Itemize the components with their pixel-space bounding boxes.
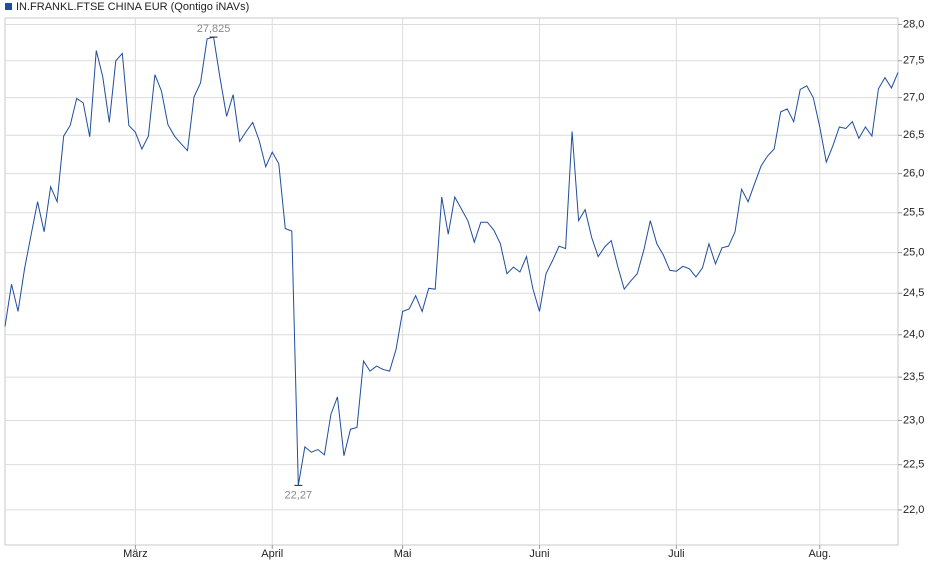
y-tick-label: 24,0 [903,329,924,341]
max-label: 27,825 [197,23,231,35]
series-line [4,36,899,486]
y-tick-label: 27,5 [903,55,924,67]
y-tick-label: 27,0 [903,92,924,104]
y-tick-label: 25,5 [903,207,924,219]
min-label: 22,27 [285,489,313,501]
x-tick-label: Juli [668,548,685,560]
plot-area [4,17,899,546]
y-tick-label: 22,5 [903,459,924,471]
y-tick-label: 26,5 [903,129,924,141]
y-tick-label: 26,0 [903,168,924,180]
x-tick-label: Juni [529,548,549,560]
x-tick-label: Aug. [808,548,831,560]
x-tick-label: Mai [394,548,412,560]
legend-label: IN.FRANKL.FTSE CHINA EUR (Qontigo iNAVs) [16,1,249,13]
x-tick-label: März [123,548,147,560]
y-tick-label: 23,0 [903,414,924,426]
legend-swatch [5,3,12,10]
y-tick-label: 22,0 [903,504,924,516]
x-tick-label: April [261,548,283,560]
y-tick-label: 24,5 [903,287,924,299]
y-tick-label: 23,5 [903,371,924,383]
y-tick-label: 25,0 [903,247,924,259]
y-tick-label: 28,0 [903,18,924,30]
